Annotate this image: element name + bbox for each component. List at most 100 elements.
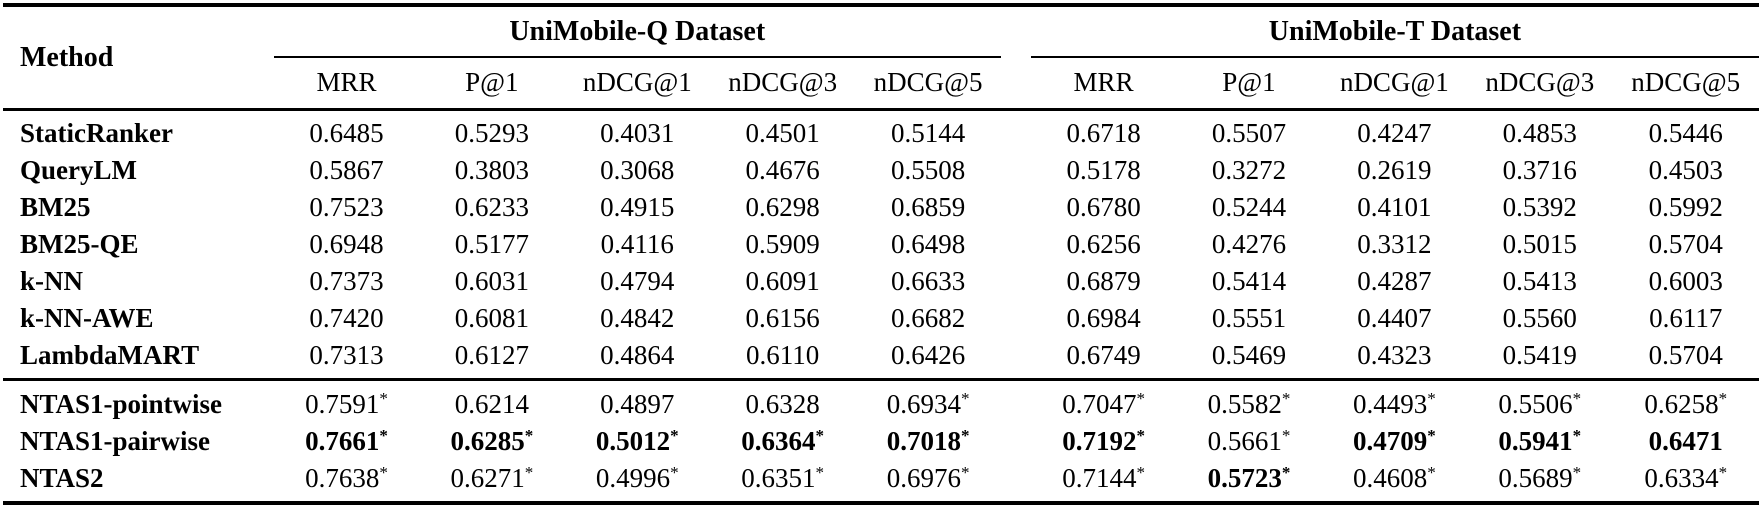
metric-column-header-t-ndcg3: nDCG@3	[1467, 57, 1613, 111]
significance-marker: *	[379, 389, 388, 408]
metric-value-cell: 0.4996*	[565, 460, 710, 504]
significance-marker: *	[1572, 463, 1582, 482]
metric-value-cell: 0.7591*	[273, 378, 420, 423]
table-row: NTAS1-pointwise 0.7591* 0.6214 0.4897 0.6328…	[3, 378, 1759, 423]
column-spacer	[1001, 152, 1031, 189]
metric-value-cell: 0.5144	[855, 110, 1000, 152]
metric-value: 0.5469	[1211, 340, 1287, 370]
metric-value: 0.5392	[1502, 192, 1577, 222]
column-spacer	[1001, 460, 1031, 504]
column-spacer	[1001, 337, 1031, 380]
metric-value: 0.4608	[1353, 463, 1428, 493]
metric-value-cell: 0.6498	[855, 226, 1000, 263]
table-row: k-NN 0.7373 0.6031 0.4794 0.6091 0.6633 0.6879…	[3, 263, 1759, 300]
metric-value: 0.5723	[1207, 463, 1282, 493]
metric-value-cell: 0.6233	[419, 189, 564, 226]
metric-value: 0.4276	[1211, 229, 1287, 259]
metric-value: 0.5178	[1066, 155, 1141, 185]
metric-value: 0.4709	[1353, 426, 1428, 456]
metric-value: 0.6334	[1644, 463, 1719, 493]
metric-value-cell: 0.5723*	[1176, 460, 1321, 504]
metric-value-cell: 0.7018*	[855, 423, 1000, 460]
metric-value: 0.5293	[454, 118, 529, 148]
metric-value: 0.4407	[1357, 303, 1432, 333]
table-row: NTAS2 0.7638* 0.6271* 0.4996* 0.6351* 0.6976*…	[3, 460, 1759, 504]
metric-value: 0.6859	[890, 192, 966, 222]
table-row: BM25 0.7523 0.6233 0.4915 0.6298 0.6859 0.6780…	[3, 189, 1759, 226]
metric-value-cell: 0.5293	[419, 110, 564, 152]
table-row: LambdaMART 0.7313 0.6127 0.4864 0.6110 0.6426…	[3, 337, 1759, 380]
metric-value: 0.4853	[1502, 118, 1577, 148]
metric-value-cell: 0.4501	[710, 110, 855, 152]
metric-value: 0.6110	[746, 340, 820, 370]
metric-value-cell: 0.5704	[1612, 337, 1759, 380]
metric-value-cell: 0.5506*	[1467, 378, 1613, 423]
metric-value-cell: 0.4116	[565, 226, 710, 263]
significance-marker: *	[1136, 389, 1145, 408]
column-spacer	[1001, 226, 1031, 263]
metric-value-cell: 0.5507	[1176, 110, 1321, 152]
significance-marker: *	[524, 426, 534, 445]
metric-value: 0.6633	[890, 266, 966, 296]
metric-value-cell: 0.5446	[1612, 110, 1759, 152]
metric-value: 0.6003	[1648, 266, 1723, 296]
metric-value: 0.4864	[600, 340, 675, 370]
table-row: QueryLM 0.5867 0.3803 0.3068 0.4676 0.5508 0.5…	[3, 152, 1759, 189]
metric-value-cell: 0.4864	[565, 337, 710, 380]
metric-value: 0.5413	[1502, 266, 1577, 296]
metric-value-cell: 0.6271*	[419, 460, 564, 504]
metric-value-cell: 0.6984	[1031, 300, 1176, 337]
metric-value: 0.5414	[1211, 266, 1287, 296]
metric-value: 0.3272	[1211, 155, 1287, 185]
metric-value: 0.7313	[309, 340, 384, 370]
metric-value-cell: 0.3803	[419, 152, 564, 189]
metric-value-cell: 0.7523	[274, 189, 419, 226]
column-spacer	[1001, 189, 1031, 226]
significance-marker: *	[1136, 426, 1145, 445]
metric-value: 0.2619	[1357, 155, 1432, 185]
metric-value: 0.6091	[745, 266, 820, 296]
metric-value: 0.6780	[1066, 192, 1141, 222]
metric-value: 0.6498	[890, 229, 966, 259]
metric-value-cell: 0.2619	[1322, 152, 1467, 189]
significance-marker: *	[1281, 389, 1291, 408]
metric-value-cell: 0.4287	[1322, 263, 1467, 300]
metric-value-cell: 0.7373	[274, 263, 419, 300]
metric-value: 0.6749	[1066, 340, 1141, 370]
method-name-cell: NTAS1-pointwise	[3, 378, 274, 423]
significance-marker: *	[960, 426, 970, 445]
significance-marker: *	[815, 463, 825, 482]
significance-marker: *	[1281, 426, 1291, 445]
metric-value-cell: 0.4323	[1322, 337, 1467, 380]
metric-value: 0.6351	[741, 463, 816, 493]
metric-value: 0.6271	[450, 463, 525, 493]
method-name-cell: StaticRanker	[20, 118, 173, 148]
metric-value-cell: 0.4407	[1322, 300, 1467, 337]
metric-value-cell: 0.5867	[274, 152, 419, 189]
metric-value: 0.6117	[1649, 303, 1723, 333]
metric-value-cell: 0.5469	[1176, 337, 1321, 380]
metric-value-cell: 0.5909	[710, 226, 855, 263]
baseline-methods-section: StaticRanker 0.6485 0.5293 0.4031 0.4501 0.51…	[3, 110, 1759, 380]
results-table: Method UniMobile-Q Dataset UniMobile-T D…	[3, 3, 1759, 505]
metric-value-cell: 0.4794	[565, 263, 710, 300]
metric-value-cell: 0.6031	[419, 263, 564, 300]
metric-value: 0.6948	[309, 229, 384, 259]
metric-value-cell: 0.6471	[1612, 423, 1759, 460]
significance-marker: *	[1281, 463, 1291, 482]
metric-value: 0.6214	[454, 389, 529, 419]
metric-value-cell: 0.4897	[564, 378, 710, 423]
metric-value: 0.6879	[1066, 266, 1141, 296]
metric-value: 0.7018	[886, 426, 961, 456]
metric-value: 0.7420	[309, 303, 384, 333]
metric-value: 0.7192	[1062, 426, 1137, 456]
metric-value: 0.6976	[886, 463, 961, 493]
metric-value: 0.7591	[305, 389, 380, 419]
metric-value-cell: 0.4503	[1612, 152, 1759, 189]
column-spacer	[1000, 5, 1031, 111]
metric-value: 0.5704	[1648, 340, 1723, 370]
significance-marker: *	[960, 389, 970, 408]
metric-value: 0.7373	[309, 266, 384, 296]
metric-value-cell: 0.6934*	[855, 378, 1001, 423]
metric-column-header-q-ndcg1: nDCG@1	[564, 57, 710, 111]
